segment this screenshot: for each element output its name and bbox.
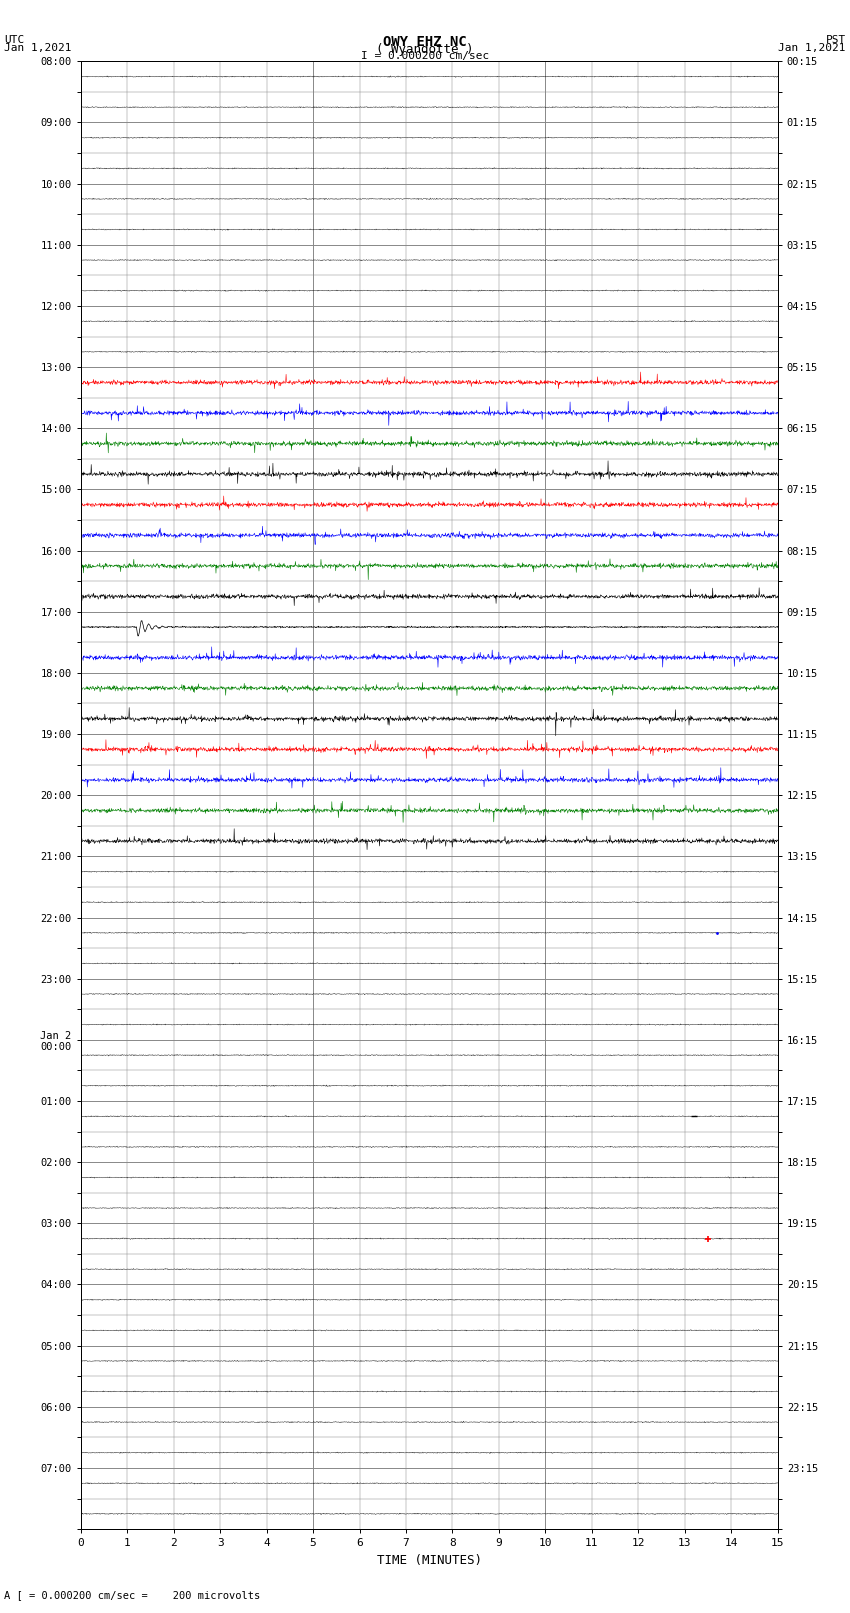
Text: Jan 1,2021: Jan 1,2021 <box>4 44 71 53</box>
X-axis label: TIME (MINUTES): TIME (MINUTES) <box>377 1553 482 1566</box>
Text: OWY EHZ NC: OWY EHZ NC <box>383 35 467 48</box>
Text: PST: PST <box>825 35 846 45</box>
Text: ( Wyandotte ): ( Wyandotte ) <box>377 44 473 56</box>
Text: UTC: UTC <box>4 35 25 45</box>
Text: I = 0.000200 cm/sec: I = 0.000200 cm/sec <box>361 50 489 61</box>
Text: Jan 1,2021: Jan 1,2021 <box>779 44 846 53</box>
Text: A [ = 0.000200 cm/sec =    200 microvolts: A [ = 0.000200 cm/sec = 200 microvolts <box>4 1590 260 1600</box>
